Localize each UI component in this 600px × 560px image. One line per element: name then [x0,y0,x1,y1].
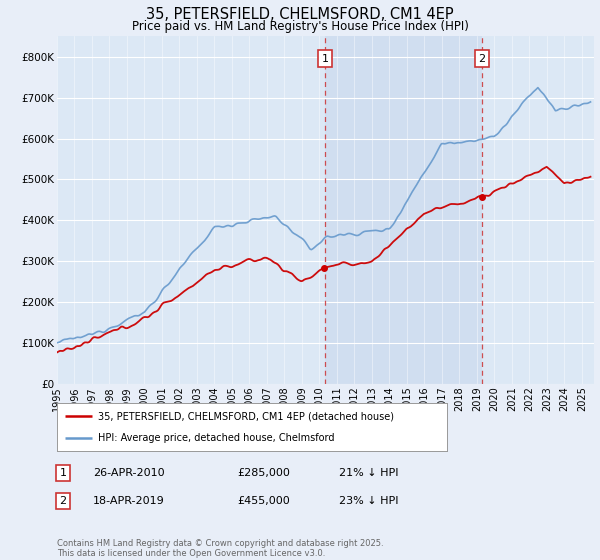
Text: 35, PETERSFIELD, CHELMSFORD, CM1 4EP (detached house): 35, PETERSFIELD, CHELMSFORD, CM1 4EP (de… [98,411,394,421]
Text: Contains HM Land Registry data © Crown copyright and database right 2025.
This d: Contains HM Land Registry data © Crown c… [57,539,383,558]
Text: £285,000: £285,000 [237,468,290,478]
Text: 23% ↓ HPI: 23% ↓ HPI [339,496,398,506]
Text: 1: 1 [322,54,328,64]
Text: 18-APR-2019: 18-APR-2019 [93,496,165,506]
Text: 35, PETERSFIELD, CHELMSFORD, CM1 4EP: 35, PETERSFIELD, CHELMSFORD, CM1 4EP [146,7,454,22]
Text: 2: 2 [478,54,485,64]
Text: Price paid vs. HM Land Registry's House Price Index (HPI): Price paid vs. HM Land Registry's House … [131,20,469,32]
Text: 21% ↓ HPI: 21% ↓ HPI [339,468,398,478]
Text: £455,000: £455,000 [237,496,290,506]
Bar [325,36,482,384]
Text: 2: 2 [59,496,67,506]
Text: HPI: Average price, detached house, Chelmsford: HPI: Average price, detached house, Chel… [98,433,334,443]
Text: 1: 1 [59,468,67,478]
Text: 26-APR-2010: 26-APR-2010 [93,468,164,478]
